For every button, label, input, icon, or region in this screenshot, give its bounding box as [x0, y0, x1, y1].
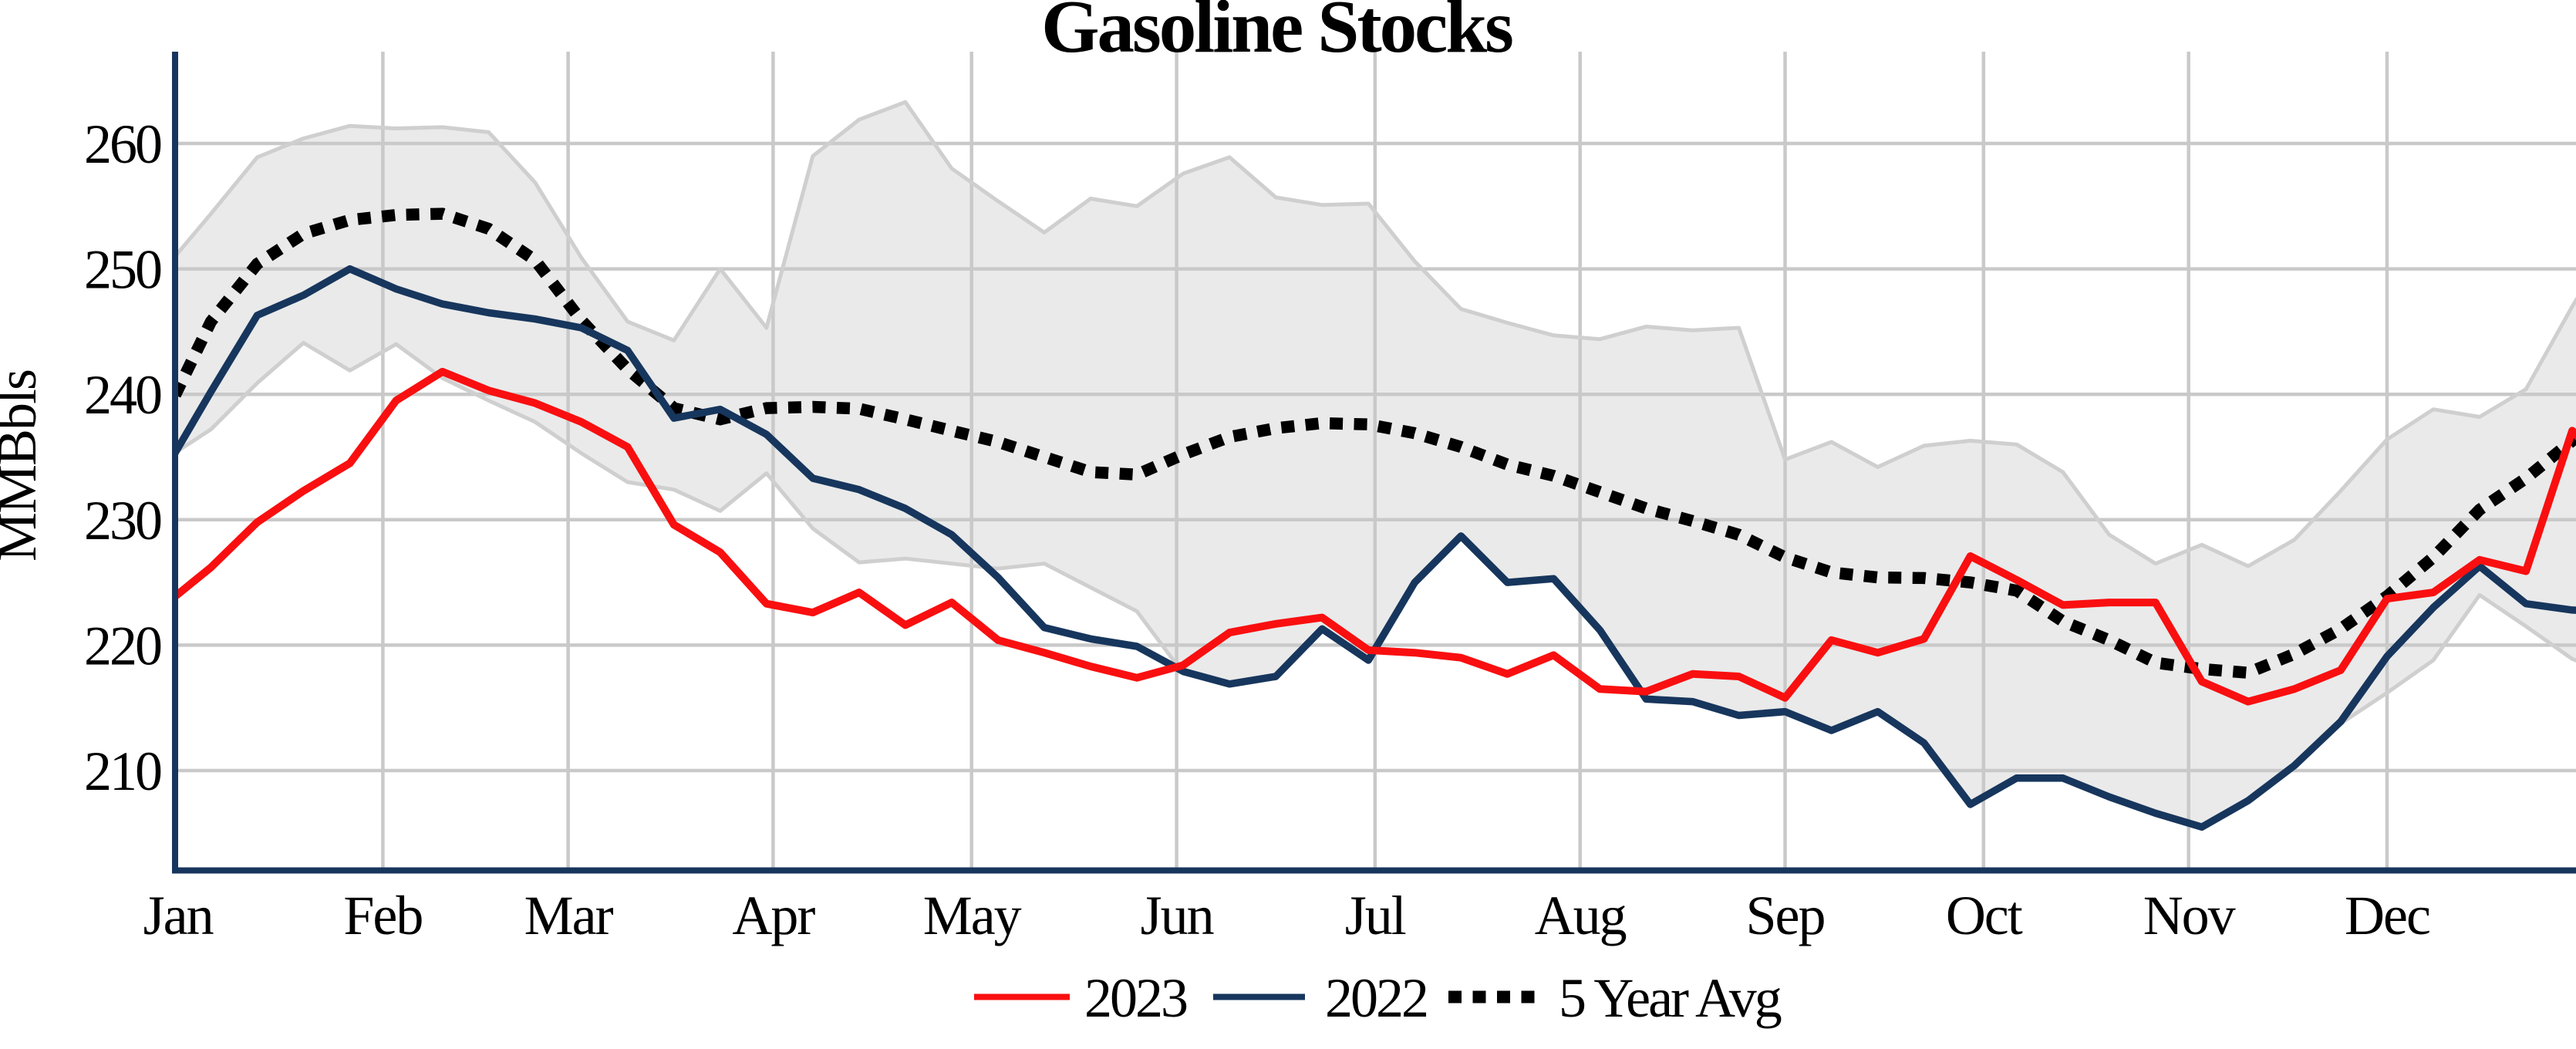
svg-text:Mar: Mar — [524, 885, 614, 946]
svg-text:230: 230 — [84, 490, 161, 551]
svg-text:Gasoline Stocks: Gasoline Stocks — [1041, 0, 1512, 68]
svg-text:220: 220 — [84, 615, 161, 676]
svg-text:Jul: Jul — [1345, 885, 1406, 946]
svg-text:5 Year Avg: 5 Year Avg — [1559, 967, 1782, 1029]
svg-text:240: 240 — [84, 364, 161, 426]
svg-text:Dec: Dec — [2345, 885, 2429, 946]
svg-text:Oct: Oct — [1946, 885, 2023, 946]
svg-text:Jan: Jan — [143, 885, 214, 946]
svg-text:2022: 2022 — [1325, 967, 1427, 1029]
svg-text:250: 250 — [84, 239, 161, 301]
svg-text:Sep: Sep — [1746, 885, 1825, 946]
svg-text:MMBbls: MMBbls — [0, 370, 48, 562]
svg-text:260: 260 — [84, 113, 161, 175]
svg-text:Nov: Nov — [2143, 885, 2236, 946]
svg-text:Aug: Aug — [1535, 885, 1627, 946]
svg-text:210: 210 — [84, 740, 161, 802]
svg-text:May: May — [923, 885, 1022, 946]
svg-text:2023: 2023 — [1084, 967, 1187, 1029]
svg-text:Jun: Jun — [1141, 885, 1214, 946]
svg-text:Feb: Feb — [343, 885, 422, 946]
svg-text:Apr: Apr — [732, 885, 815, 946]
